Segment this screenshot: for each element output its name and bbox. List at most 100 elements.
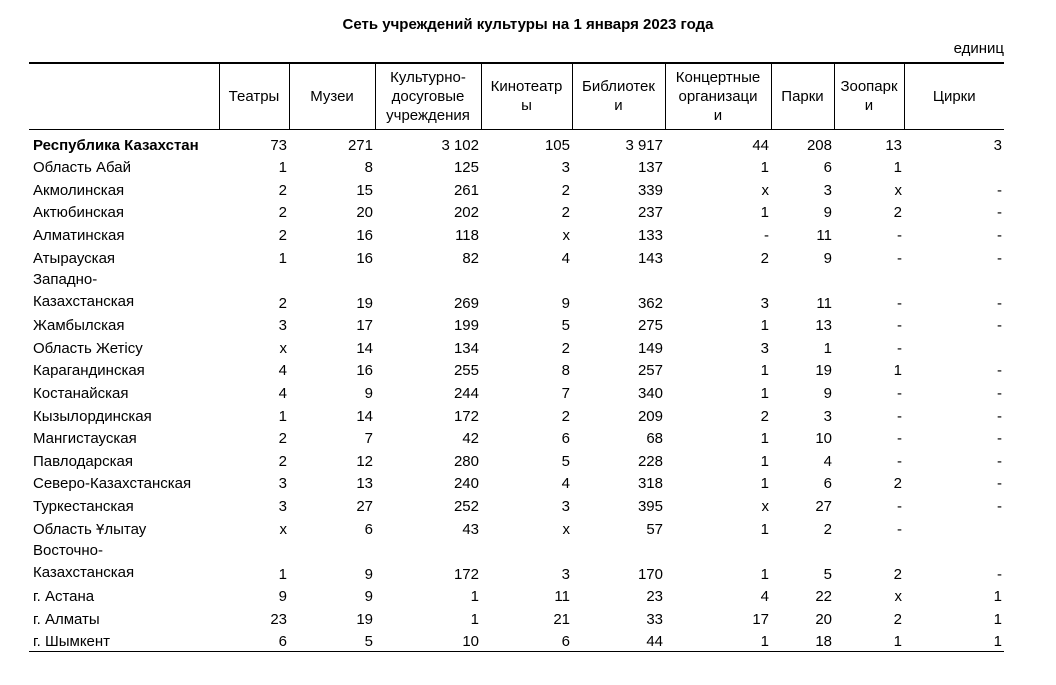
value-cell: 23 [646,588,663,606]
header-label: Кинотеатр [490,78,563,95]
header-label: и [713,106,723,124]
value-cell: 14 [356,339,373,357]
value-cell: 133 [637,226,663,244]
value-cell [904,335,1004,358]
region-name: Северо-Казахстанская [33,475,192,493]
header-label: и [864,97,874,114]
value-cell: 10 [815,430,832,448]
header-label: Концертные [675,68,761,86]
value-cell: 105 [544,136,570,154]
table-row: Мангистауская 2 7 42 6 68 1 10 - - [29,426,1004,449]
value-cell: - [997,362,1002,380]
value-cell: 4 [278,362,287,380]
value-cell: 12 [356,452,373,470]
value-cell: 2 [561,181,570,199]
value-cell: 209 [637,407,663,425]
value-cell: - [897,384,902,402]
value-cell: 1 [278,407,287,425]
value-cell: 9 [364,384,373,402]
value-cell: 255 [453,362,479,380]
value-cell: 9 [364,565,373,583]
value-cell: 11 [816,294,832,312]
value-cell: 1 [278,565,287,583]
value-cell: 3 [823,181,832,199]
value-cell: - [997,565,1002,583]
value-cell: 22 [815,588,832,606]
value-cell: 1 [760,565,769,583]
value-cell: 27 [356,497,373,515]
value-cell: x [894,181,903,199]
value-cell: 2 [893,610,902,628]
region-name: г. Алматы [33,610,100,628]
value-cell: 11 [554,588,570,606]
region-name: г. Шымкент [29,628,219,653]
value-cell: 280 [453,452,479,470]
value-cell: 73 [270,136,287,154]
value-cell: - [897,339,902,357]
value-cell: 2 [561,339,570,357]
region-name: Восточно- Казахстанская [33,541,135,581]
header-region [29,62,219,130]
value-cell: 33 [646,610,663,628]
table-title: Сеть учреждений культуры на 1 января 202… [342,16,714,33]
value-cell: 125 [453,159,479,177]
value-cell: 5 [289,628,375,653]
value-cell: x [562,226,571,244]
value-cell: 1 [904,628,1004,653]
header-label: Театры [228,87,280,105]
value-cell: 228 [637,452,663,470]
value-cell: 1 [993,588,1002,606]
value-cell: 3 [561,497,570,515]
header-column: Кинотеатр ы [480,62,572,130]
value-cell: 2 [561,407,570,425]
value-cell: x [279,339,288,357]
value-cell: - [897,520,902,538]
value-cell: 261 [453,181,479,199]
value-cell: - [997,249,1002,267]
table-row: Северо-Казахстанская 3 13 240 4 318 1 6 2 - [29,471,1004,494]
value-cell: - [897,226,902,244]
value-cell: 1 [893,159,902,177]
region-name: Акмолинская [33,181,125,199]
header-column: Концертные организаци и [664,62,771,130]
value-cell: 208 [806,136,832,154]
value-cell: 6 [823,159,832,177]
value-cell: 9 [278,588,287,606]
value-cell: 18 [771,628,834,653]
table-row: Республика Казахстан 73 271 3 102 105 3 917 44… [29,130,1004,155]
value-cell: 5 [823,565,832,583]
value-cell: - [997,226,1002,244]
value-cell: 339 [637,181,663,199]
value-cell: - [997,430,1002,448]
value-cell: 1 [760,317,769,335]
value-cell: 8 [364,159,373,177]
value-cell: 237 [637,204,663,222]
table-header-row: Театры Музеи Культурно-досуговые учреждения… [29,62,1004,130]
table-row: Туркестанская 3 27 252 3 395 x 27 - - [29,493,1004,516]
region-name: Область Ұлытау [33,520,147,538]
value-cell: - [764,226,769,244]
value-cell: 1 [993,610,1002,628]
value-cell: 2 [893,475,902,493]
value-cell: 14 [356,407,373,425]
table-row: Атырауская 1 16 82 4 143 2 9 - - [29,245,1004,268]
region-name: Область Жетісу [33,339,143,357]
value-cell: - [897,452,902,470]
value-cell: 1 [278,159,287,177]
value-cell: 2 [278,294,287,312]
units-label: единиц [953,40,1004,57]
value-cell: 2 [823,520,832,538]
table-row: Карагандинская 4 16 255 8 257 1 19 1 - [29,358,1004,381]
value-cell: x [761,497,770,515]
value-cell: 17 [356,317,373,335]
region-name: Алматинская [33,226,125,244]
value-cell: - [997,384,1002,402]
header-label: учреждения [386,106,470,124]
region-name: Атырауская [33,249,116,267]
value-cell: 257 [637,362,663,380]
value-cell: 275 [637,317,663,335]
value-cell: 68 [646,430,663,448]
value-cell: - [997,204,1002,222]
table-row: Акмолинская 2 15 261 2 339 x 3 x - [29,177,1004,200]
value-cell: 1 [760,520,769,538]
